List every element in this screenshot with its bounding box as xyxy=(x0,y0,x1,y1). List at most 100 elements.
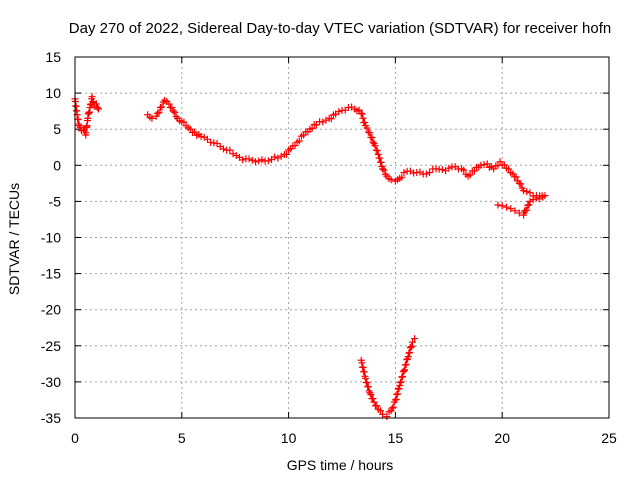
data-point-fill xyxy=(392,395,400,403)
data-point-fill xyxy=(394,385,402,393)
data-point xyxy=(400,169,408,177)
data-point xyxy=(255,157,263,165)
data-point-fill xyxy=(219,145,227,153)
data-point-fill xyxy=(395,385,403,393)
data-point-fill xyxy=(155,108,163,116)
data-point-fill xyxy=(529,196,537,204)
data-point-fill xyxy=(480,161,488,169)
data-point-fill xyxy=(251,158,259,166)
data-point-fill xyxy=(406,344,414,352)
y-tick-label: -35 xyxy=(41,410,61,426)
data-point-fill xyxy=(327,115,335,123)
data-point xyxy=(94,105,102,113)
data-point-fill xyxy=(376,407,384,415)
data-point xyxy=(165,100,173,108)
data-point xyxy=(366,129,374,137)
data-point xyxy=(357,109,365,117)
y-tick-label: 0 xyxy=(53,157,61,173)
data-point xyxy=(319,118,327,126)
tick-label-layer: 0 5 10 15 20 25 -35 -30 -25 -20 -15 -10 -5 0 5 10 15 xyxy=(41,49,617,446)
data-point xyxy=(438,166,446,174)
data-point-fill xyxy=(89,98,97,106)
data-point xyxy=(156,104,164,112)
data-point-fill xyxy=(393,391,401,399)
data-point-fill xyxy=(523,188,531,196)
data-point-fill xyxy=(394,390,402,398)
data-point-fill xyxy=(376,154,384,162)
data-point-fill xyxy=(525,201,533,209)
data-point-fill xyxy=(408,342,416,350)
data-point xyxy=(445,164,453,172)
data-layer xyxy=(71,93,549,421)
data-point-fill xyxy=(168,104,176,112)
y-axis-label: SDTVAR / TECUs xyxy=(6,183,22,295)
data-point xyxy=(379,410,387,418)
data-point xyxy=(408,338,416,346)
data-point xyxy=(404,353,412,361)
data-point-fill xyxy=(271,153,279,161)
data-point-fill xyxy=(403,356,411,364)
grid-layer xyxy=(75,57,609,418)
x-axis-label: GPS time / hours xyxy=(287,457,394,473)
data-point xyxy=(383,413,391,421)
data-point-fill xyxy=(232,152,240,160)
data-point-fill xyxy=(388,404,396,412)
data-point-fill xyxy=(213,140,221,148)
data-point-fill xyxy=(295,137,303,145)
data-point xyxy=(391,396,399,404)
data-point xyxy=(520,187,528,195)
data-point-fill xyxy=(460,166,468,174)
data-point-fill xyxy=(389,403,397,411)
data-point-fill xyxy=(377,158,385,166)
data-point-fill xyxy=(523,206,531,214)
data-point-fill xyxy=(308,124,316,132)
y-tick-label: -5 xyxy=(49,193,62,209)
data-point-fill xyxy=(322,116,330,124)
data-point-fill xyxy=(264,157,272,165)
y-tick-label: -15 xyxy=(41,266,61,282)
data-point-fill xyxy=(367,390,375,398)
y-tick-label: -20 xyxy=(41,302,61,318)
data-point xyxy=(400,367,408,375)
data-point xyxy=(203,135,211,143)
data-point-fill xyxy=(365,387,373,395)
x-tick-label: 0 xyxy=(71,430,79,446)
data-point-fill xyxy=(358,110,366,118)
data-point-fill xyxy=(258,156,266,164)
data-point xyxy=(507,205,515,213)
data-point xyxy=(88,93,96,101)
y-tick-label: -25 xyxy=(41,338,61,354)
data-point-fill xyxy=(226,146,234,154)
y-tick-label: -10 xyxy=(41,230,61,246)
data-point-fill xyxy=(401,361,409,369)
data-point-fill xyxy=(93,104,101,112)
data-point xyxy=(374,150,382,158)
data-point xyxy=(477,161,485,169)
data-point xyxy=(148,114,156,122)
data-point xyxy=(498,202,506,210)
x-tick-label: 20 xyxy=(494,430,510,446)
data-point-fill xyxy=(466,171,474,179)
data-point-fill xyxy=(380,166,388,174)
y-tick-label: 5 xyxy=(53,121,61,137)
data-point xyxy=(248,156,256,164)
data-point-fill xyxy=(371,142,379,150)
data-point-fill xyxy=(154,109,162,117)
data-point-fill xyxy=(422,170,430,178)
data-point xyxy=(396,382,404,390)
chart-title: Day 270 of 2022, Sidereal Day-to-day VTE… xyxy=(69,20,611,37)
data-point-fill xyxy=(369,395,377,403)
data-point-fill xyxy=(405,349,413,357)
data-point-fill xyxy=(397,378,405,386)
data-point xyxy=(502,203,510,211)
data-point-fill xyxy=(360,368,368,376)
data-point-fill xyxy=(406,348,414,356)
y-tick-label: 10 xyxy=(45,85,61,101)
data-point xyxy=(274,154,282,162)
data-point xyxy=(92,100,100,108)
x-tick-label: 15 xyxy=(388,430,404,446)
data-point xyxy=(515,209,523,217)
data-point-fill xyxy=(401,366,409,374)
data-point xyxy=(312,121,320,129)
data-point-fill xyxy=(398,173,406,181)
